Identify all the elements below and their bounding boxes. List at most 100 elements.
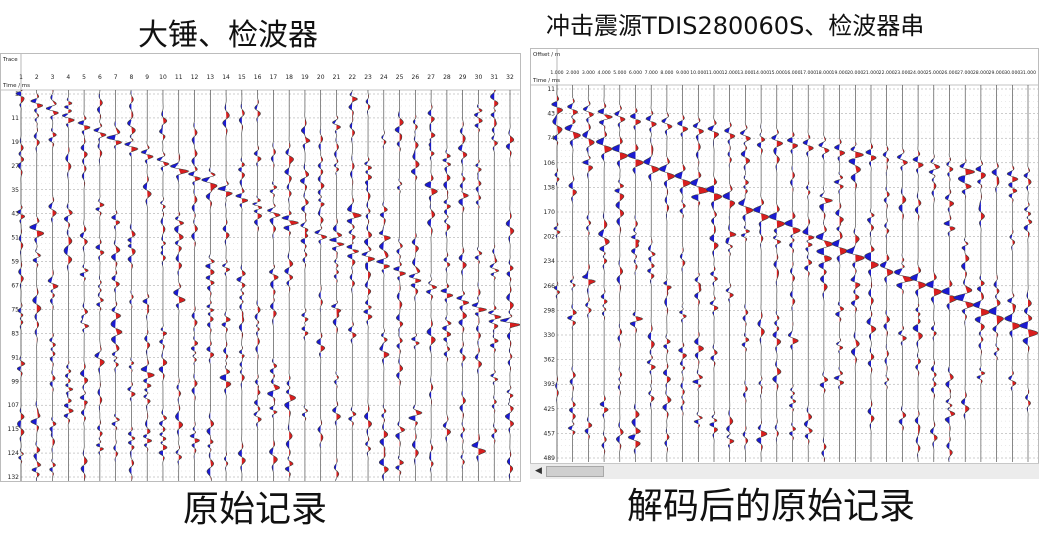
trace-line bbox=[376, 90, 391, 481]
positive-lobe bbox=[698, 118, 701, 122]
negative-lobe bbox=[836, 342, 840, 345]
negative-lobe bbox=[177, 430, 179, 436]
trace-line bbox=[752, 85, 770, 462]
positive-lobe bbox=[933, 332, 937, 336]
positive-lobe bbox=[226, 462, 228, 466]
right-title: 冲击震源TDIS280060S、检波器串 bbox=[546, 12, 925, 40]
negative-lobe bbox=[931, 388, 934, 393]
positive-lobe bbox=[980, 372, 985, 375]
negative-lobe bbox=[618, 123, 620, 128]
negative-lobe bbox=[628, 435, 636, 440]
trace-line bbox=[611, 85, 628, 462]
positive-lobe bbox=[965, 286, 972, 293]
negative-lobe bbox=[316, 339, 321, 345]
negative-lobe bbox=[191, 347, 195, 351]
seismic-trace bbox=[658, 85, 676, 462]
trace-line bbox=[61, 90, 75, 481]
negative-lobe bbox=[945, 417, 950, 425]
positive-lobe bbox=[714, 132, 719, 139]
negative-lobe bbox=[80, 233, 85, 238]
negative-lobe bbox=[364, 239, 369, 246]
positive-lobe bbox=[115, 452, 118, 457]
positive-lobe bbox=[682, 165, 686, 171]
positive-lobe bbox=[604, 220, 608, 229]
negative-lobe bbox=[727, 140, 730, 145]
positive-lobe bbox=[446, 294, 453, 298]
seismic-trace bbox=[988, 85, 1004, 462]
positive-lobe bbox=[478, 168, 482, 172]
negative-lobe bbox=[208, 313, 211, 316]
negative-lobe bbox=[864, 253, 871, 261]
right-seismic-plot: Offset / m Time / ms 11 43 74 106 138 170 202 234… bbox=[531, 49, 1038, 463]
negative-lobe bbox=[806, 186, 809, 190]
negative-lobe bbox=[80, 273, 85, 277]
positive-lobe bbox=[682, 180, 691, 187]
positive-lobe bbox=[1028, 220, 1032, 224]
positive-lobe bbox=[194, 320, 198, 327]
positive-lobe bbox=[572, 321, 576, 326]
trace-header-label: 8 bbox=[130, 74, 134, 81]
positive-lobe bbox=[68, 210, 73, 215]
positive-lobe bbox=[52, 101, 57, 105]
negative-lobe bbox=[365, 263, 369, 271]
trace-header-label: 24.000 bbox=[910, 70, 926, 76]
negative-lobe bbox=[710, 356, 714, 361]
positive-lobe bbox=[210, 281, 215, 285]
negative-lobe bbox=[598, 230, 605, 237]
positive-lobe bbox=[478, 449, 486, 455]
trace-line bbox=[595, 85, 613, 463]
horizontal-scrollbar[interactable]: ◀ bbox=[530, 463, 1039, 479]
negative-lobe bbox=[192, 205, 195, 213]
positive-lobe bbox=[604, 146, 612, 153]
seismic-trace bbox=[845, 85, 865, 462]
time-tick-label: 59 bbox=[11, 259, 19, 266]
negative-lobe bbox=[286, 441, 290, 449]
scroll-left-arrow-icon[interactable]: ◀ bbox=[535, 466, 542, 476]
seismic-trace bbox=[564, 85, 581, 462]
negative-lobe bbox=[630, 322, 636, 327]
trace-line bbox=[156, 90, 170, 481]
time-tick-label: 124 bbox=[8, 450, 20, 457]
positive-lobe bbox=[604, 408, 609, 413]
positive-lobe bbox=[619, 329, 622, 335]
trace-line bbox=[267, 90, 281, 481]
negative-lobe bbox=[97, 138, 100, 149]
negative-lobe bbox=[1008, 194, 1013, 198]
scrollbar-thumb[interactable] bbox=[546, 466, 604, 477]
negative-lobe bbox=[335, 421, 337, 426]
negative-lobe bbox=[506, 144, 510, 150]
negative-lobe bbox=[663, 345, 667, 349]
positive-lobe bbox=[162, 359, 167, 366]
trace-header-label: 3.000 bbox=[582, 70, 595, 76]
trace-header-label: 12 bbox=[191, 74, 199, 81]
trace-line bbox=[328, 90, 345, 481]
positive-lobe bbox=[352, 333, 357, 338]
negative-lobe bbox=[145, 160, 148, 164]
negative-lobe bbox=[819, 204, 824, 212]
positive-lobe bbox=[210, 259, 215, 263]
positive-lobe bbox=[383, 265, 390, 269]
positive-lobe bbox=[619, 137, 623, 144]
positive-lobe bbox=[241, 458, 246, 465]
negative-lobe bbox=[664, 181, 667, 188]
negative-lobe bbox=[648, 245, 652, 251]
negative-lobe bbox=[159, 367, 163, 373]
negative-lobe bbox=[963, 414, 966, 419]
positive-lobe bbox=[572, 190, 577, 196]
negative-lobe bbox=[111, 254, 116, 261]
positive-lobe bbox=[383, 338, 388, 342]
time-tick-label: 457 bbox=[544, 430, 556, 437]
negative-lobe bbox=[583, 106, 589, 111]
trace-line bbox=[140, 90, 155, 481]
negative-lobe bbox=[742, 215, 746, 222]
negative-lobe bbox=[835, 312, 840, 317]
positive-lobe bbox=[462, 177, 466, 182]
positive-lobe bbox=[99, 448, 104, 451]
negative-lobe bbox=[458, 320, 463, 326]
negative-lobe bbox=[490, 264, 495, 268]
positive-lobe bbox=[698, 283, 702, 292]
positive-lobe bbox=[415, 342, 420, 345]
positive-lobe bbox=[510, 466, 513, 473]
trace-line bbox=[456, 90, 470, 481]
negative-lobe bbox=[818, 263, 824, 269]
